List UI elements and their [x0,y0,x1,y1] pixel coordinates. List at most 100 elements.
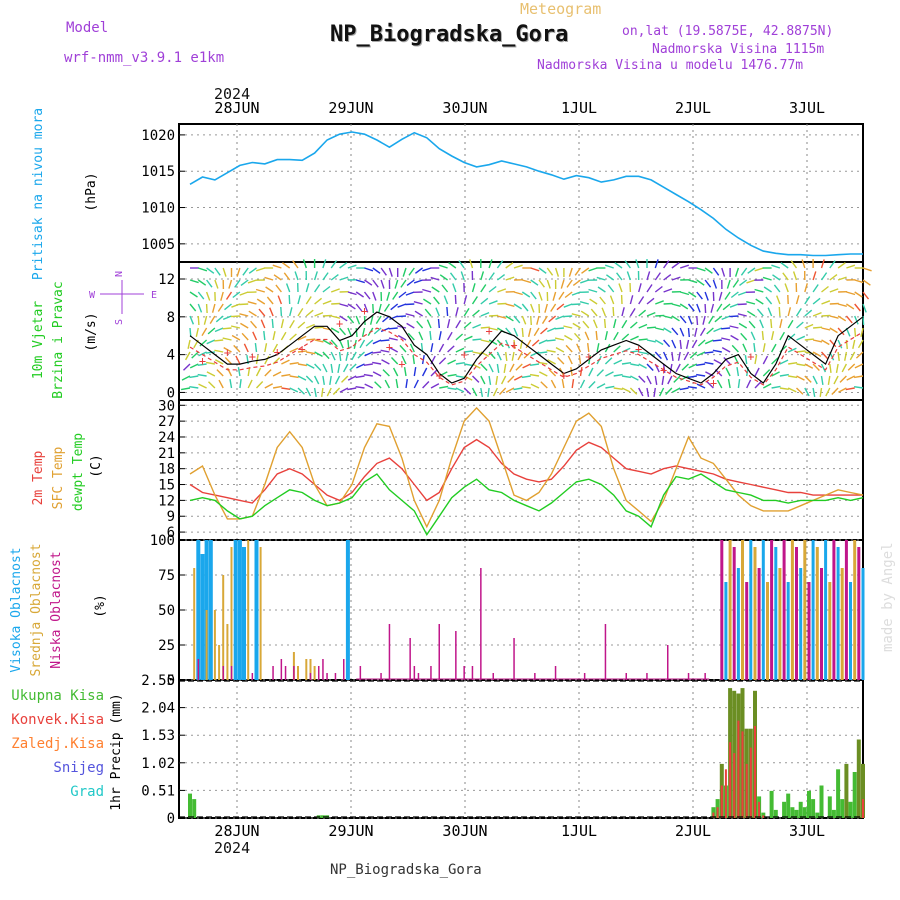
wind-barb [846,291,856,296]
wind-barb [796,375,805,381]
wind-barb [804,387,810,397]
wind-barb [390,303,399,311]
wind-barb [831,387,839,395]
wind-barb [540,381,548,389]
wind-barb [689,351,698,359]
wind-barb [505,327,513,336]
cloud-bar [409,638,411,680]
wind-barb [714,315,723,323]
wind-barb [638,283,642,293]
wind-barb [671,339,677,349]
wind-barb [596,276,606,281]
wind-barb [423,298,432,305]
wind-barb [778,306,781,317]
wind-barb [761,330,764,341]
wind-barb [497,302,507,305]
wind-barb [691,339,698,349]
wind-barb [463,335,473,341]
wind-barb [546,339,556,342]
wind-barb [527,327,532,337]
wind-barb [266,296,274,305]
wind-barb [754,381,762,389]
wind-barb [197,373,207,377]
wind-barb [614,262,623,269]
wind-barb [206,279,213,288]
cloud-bar [272,666,274,680]
wind-gust-marker: + [224,346,231,360]
cloud-bar [646,673,648,680]
wind-barb [338,339,344,349]
wind-barb [480,284,487,293]
wind-barb [361,327,366,337]
cloud-bar [222,575,225,680]
wind-barb [448,262,457,269]
wind-barb [538,371,548,377]
cloud-bar [667,645,669,680]
cloud-axis-title-low: Niska Oblacnost [49,551,64,668]
wind-barb [330,363,334,374]
precip-total-bar [840,799,845,818]
wind-barb [339,262,348,269]
wind-barb [779,319,783,329]
wind-barb [339,315,348,322]
wind-barb [380,349,390,353]
wind-barb [288,294,291,305]
wind-barb [438,343,445,353]
precip-convective-bar [862,799,864,818]
wind-barb [605,274,615,281]
wind-barb [613,359,623,365]
wind-barb [314,284,321,293]
wind-barb [845,387,855,391]
wind-barb [306,351,316,355]
wind-barb [441,284,449,293]
wind-barb [687,375,697,379]
wind-barb [443,295,449,305]
wind-barb [713,327,723,333]
wind-barb [812,271,817,281]
wind-barb [544,303,548,313]
wind-barb [599,296,606,305]
precip-total-bar [798,801,803,818]
wind-barb [804,338,814,341]
wind-barb [779,373,789,377]
wind-barb [272,371,282,377]
wind-barb [857,339,864,349]
wind-barb [401,355,407,365]
wind-barb [613,319,617,329]
wind-barb [580,279,590,284]
temperature-ytick-label: 9 [167,509,175,525]
wind-barb [330,327,340,334]
wind-barb [746,301,756,305]
wind-barb [488,363,494,373]
wind-barb [732,279,739,288]
wind-barb [322,351,330,360]
wind-barb [322,259,327,269]
wind-barb [538,351,548,354]
wind-barb [646,326,656,329]
precip-convective-bar [749,747,752,818]
wind-barb [255,288,265,293]
cloud-bar [782,540,786,680]
wind-barb [681,363,689,371]
wind-barb [248,267,257,274]
model-elevation: Nadmorska Visina u modelu 1476.77m [537,58,804,73]
wind-barb [273,274,282,281]
xtick-label-top: 28JUN [214,99,259,117]
wind-barb [771,264,781,269]
wind-barb [727,378,731,389]
wind-barb [331,315,341,319]
wind-barb [398,291,407,299]
cloud-bar [861,568,865,680]
cloud-bar [233,540,238,680]
wind-barb [712,279,718,289]
clouds-ytick-label: 25 [158,638,175,654]
wind-barb [405,313,415,317]
wind-barb [762,369,771,377]
wind-barb [413,279,423,284]
pressure-unit: (hPa) [84,172,99,211]
wind-barb [530,279,539,286]
wind-barb [234,279,241,288]
wind-barb [654,351,662,360]
wind-barb [339,327,347,336]
wind-barb [530,291,537,300]
